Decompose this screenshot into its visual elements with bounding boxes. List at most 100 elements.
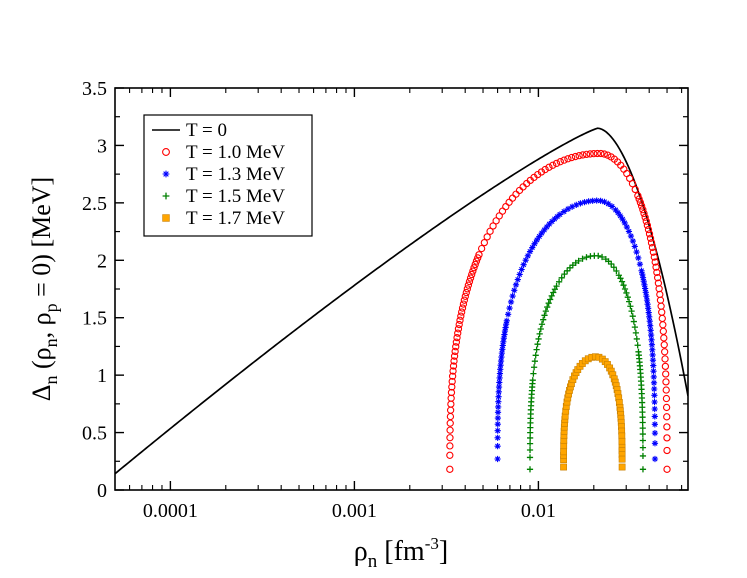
marker-t1.0 bbox=[560, 156, 568, 164]
marker-t1.3 bbox=[642, 289, 649, 296]
marker-t1.3 bbox=[647, 322, 654, 329]
marker-t1.3 bbox=[505, 311, 512, 318]
marker-t1.3 bbox=[589, 197, 596, 204]
y-axis-label: Δn (ρn, ρp = 0) [MeV] bbox=[27, 177, 61, 401]
marker-t1.3 bbox=[643, 297, 651, 304]
marker-t1.0 bbox=[662, 394, 671, 403]
marker-t1.3 bbox=[645, 309, 652, 316]
marker-t1.0 bbox=[452, 343, 460, 351]
marker-t1.0 bbox=[661, 348, 669, 356]
marker-t1.0 bbox=[645, 230, 654, 238]
marker-t1.5 bbox=[639, 444, 647, 451]
marker-t1.5 bbox=[598, 253, 606, 261]
marker-t1.3 bbox=[499, 342, 506, 349]
marker-t1.0 bbox=[460, 296, 469, 304]
marker-t1.0 bbox=[636, 198, 645, 207]
x-tick-label: 0.001 bbox=[332, 500, 377, 522]
marker-t1.0 bbox=[661, 355, 669, 363]
marker-t1.3 bbox=[509, 292, 516, 300]
marker-t1.0 bbox=[475, 251, 483, 259]
marker-t1.5 bbox=[548, 292, 555, 300]
marker-t1.5 bbox=[541, 312, 548, 319]
x-axis-label: ρn [fm-3] bbox=[354, 534, 448, 572]
marker-t1.0 bbox=[556, 158, 564, 166]
marker-t1.0 bbox=[448, 383, 456, 391]
marker-t1.0 bbox=[644, 225, 653, 234]
marker-t1.0 bbox=[449, 362, 458, 370]
series-t1.0 bbox=[446, 149, 671, 473]
marker-t1.3 bbox=[648, 336, 655, 343]
marker-t1.5 bbox=[530, 370, 537, 377]
marker-t1.5 bbox=[630, 318, 637, 325]
marker-t1.0 bbox=[634, 192, 642, 200]
marker-t1.5 bbox=[561, 271, 568, 278]
marker-t1.5 bbox=[639, 437, 646, 444]
marker-t1.0 bbox=[454, 325, 463, 333]
marker-t1.3 bbox=[554, 213, 561, 220]
marker-t1.5 bbox=[544, 303, 551, 311]
marker-t1.0 bbox=[639, 206, 647, 214]
y-tick-label: 2 bbox=[97, 250, 107, 272]
series-line-t0 bbox=[115, 127, 688, 475]
marker-t1.0 bbox=[454, 329, 462, 337]
marker-t1.0 bbox=[466, 274, 475, 282]
marker-t1.3 bbox=[601, 198, 608, 205]
marker-t1.3 bbox=[507, 298, 515, 306]
marker-t1.0 bbox=[486, 227, 494, 235]
marker-t1.5 bbox=[553, 283, 560, 290]
marker-t1.3 bbox=[612, 206, 619, 214]
marker-t1.0 bbox=[637, 202, 646, 210]
marker-t1.0 bbox=[653, 268, 661, 277]
marker-t1.0 bbox=[448, 377, 456, 386]
marker-t1.3 bbox=[495, 393, 502, 400]
marker-t1.3 bbox=[564, 205, 572, 213]
marker-t1.3 bbox=[646, 318, 653, 325]
marker-t1.3 bbox=[494, 443, 501, 450]
marker-t1.3 bbox=[643, 293, 650, 300]
marker-t1.5 bbox=[618, 278, 626, 285]
marker-t1.3 bbox=[514, 276, 521, 283]
marker-t1.3 bbox=[623, 223, 630, 231]
marker-t1.0 bbox=[663, 434, 671, 442]
marker-t1.0 bbox=[652, 263, 660, 271]
marker-t1.5 bbox=[558, 274, 565, 281]
marker-t1.3 bbox=[543, 223, 550, 231]
marker-t1.0 bbox=[600, 150, 608, 158]
marker-t1.0 bbox=[660, 341, 668, 349]
marker-t1.3 bbox=[497, 362, 504, 369]
marker-t1.0 bbox=[458, 308, 466, 316]
marker-t1.0 bbox=[457, 312, 465, 320]
marker-t1.5 bbox=[623, 289, 630, 297]
marker-t1.3 bbox=[503, 321, 510, 328]
marker-t1.3 bbox=[498, 350, 505, 357]
marker-t1.0 bbox=[465, 277, 474, 286]
marker-t1.0 bbox=[662, 386, 670, 394]
y-tick-label: 0.5 bbox=[82, 423, 107, 445]
marker-t1.3 bbox=[639, 274, 647, 281]
marker-t1.3 bbox=[522, 257, 529, 264]
y-tick-label: 3 bbox=[97, 135, 107, 157]
legend-marker-glyph bbox=[162, 214, 170, 222]
marker-t1.3 bbox=[646, 313, 653, 320]
marker-t1.5 bbox=[527, 434, 534, 442]
marker-t1.5 bbox=[545, 300, 552, 307]
marker-t1.3 bbox=[617, 212, 624, 219]
marker-t1.3 bbox=[497, 357, 505, 365]
marker-t1.0 bbox=[463, 285, 471, 293]
marker-t1.3 bbox=[649, 351, 656, 359]
marker-t1.5 bbox=[627, 303, 634, 310]
marker-t1.5 bbox=[542, 308, 549, 315]
marker-t1.3 bbox=[529, 244, 536, 251]
marker-t1.3 bbox=[608, 203, 616, 210]
marker-t1.0 bbox=[456, 316, 464, 324]
marker-t1.0 bbox=[640, 209, 648, 218]
marker-t1.0 bbox=[470, 264, 478, 272]
y-tick-label: 3.5 bbox=[82, 78, 107, 100]
marker-t1.3 bbox=[581, 199, 588, 206]
marker-t1.5 bbox=[564, 267, 571, 274]
marker-t1.0 bbox=[461, 292, 469, 301]
marker-t1.0 bbox=[537, 168, 546, 176]
marker-t1.0 bbox=[474, 254, 482, 262]
marker-t1.0 bbox=[458, 304, 467, 312]
legend-marker-glyph bbox=[162, 170, 170, 178]
